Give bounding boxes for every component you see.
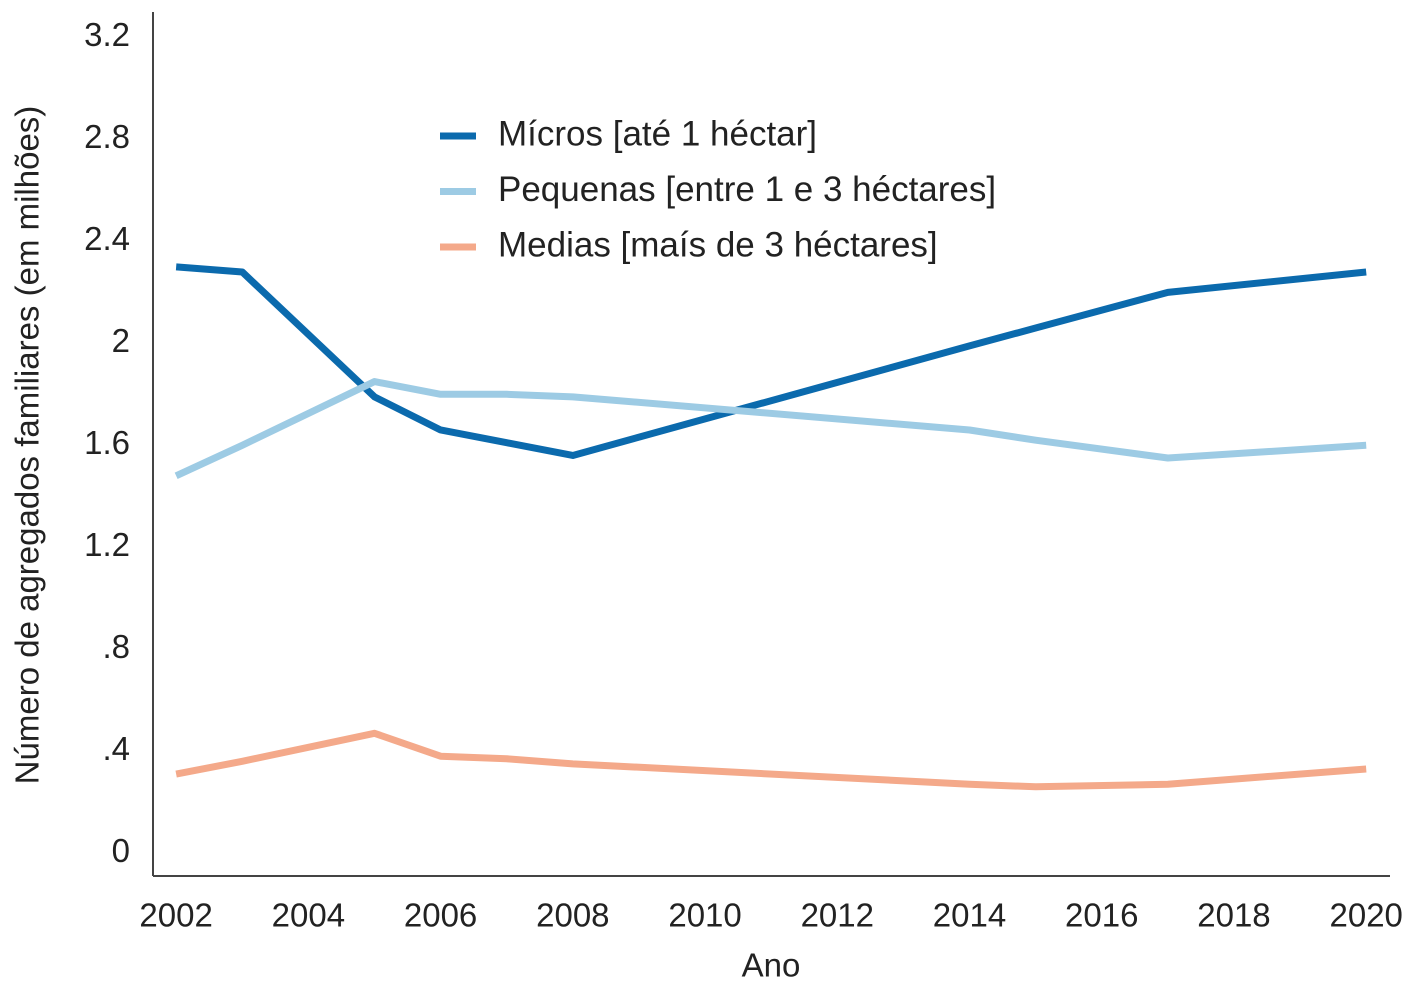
- y-tick-label: .8: [102, 628, 130, 665]
- y-axis-label: Número de agregados familiares (em milhõ…: [9, 106, 46, 785]
- x-axis-label: Ano: [742, 947, 801, 983]
- y-tick-label: 0: [112, 832, 130, 869]
- y-tick-label: 1.6: [84, 424, 130, 461]
- x-tick-label: 2008: [536, 897, 609, 934]
- x-tick-label: 2006: [404, 897, 477, 934]
- x-tick-label: 2018: [1197, 897, 1270, 934]
- x-tick-label: 2010: [668, 897, 741, 934]
- series-line: [175, 263, 1367, 459]
- legend-label: Mícros [até 1 héctar]: [498, 114, 817, 153]
- y-tick-label: 3.2: [84, 16, 130, 53]
- y-tick-label: .4: [102, 730, 130, 767]
- series-line: [174, 378, 1367, 480]
- y-tick-label: 2.4: [84, 220, 130, 257]
- y-tick-label: 1.2: [84, 526, 130, 563]
- x-tick-label: 2002: [139, 897, 212, 934]
- x-tick-label: 2020: [1329, 897, 1402, 934]
- series-line: [175, 729, 1367, 791]
- x-tick-label: 2012: [801, 897, 874, 934]
- legend-label: Pequenas [entre 1 e 3 héctares]: [498, 170, 996, 209]
- x-tick-label: 2014: [933, 897, 1006, 934]
- y-tick-label: 2: [112, 322, 130, 359]
- x-tick-label: 2004: [272, 897, 345, 934]
- legend-label: Medias [maís de 3 héctares]: [498, 225, 938, 264]
- y-tick-label: 2.8: [84, 118, 130, 155]
- x-tick-label: 2016: [1065, 897, 1138, 934]
